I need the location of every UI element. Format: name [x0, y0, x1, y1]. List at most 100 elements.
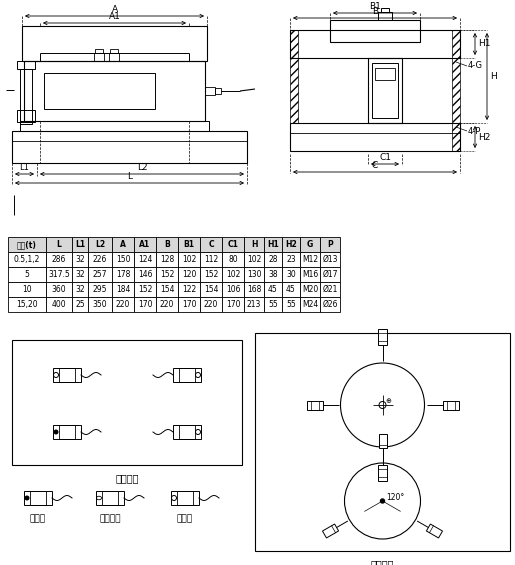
Text: 28: 28 [268, 255, 278, 264]
Text: L2: L2 [136, 163, 147, 172]
Bar [300, 237, 320, 252]
Bar [72, 297, 88, 312]
Bar [112, 282, 134, 297]
Text: L: L [57, 240, 61, 249]
Bar [24, 61, 205, 121]
Bar [290, 58, 298, 123]
Text: 102: 102 [182, 255, 196, 264]
Text: 5: 5 [25, 270, 29, 279]
Text: H: H [251, 240, 258, 249]
Polygon shape [378, 465, 387, 481]
Text: 154: 154 [204, 285, 218, 294]
Bar [222, 267, 244, 282]
Text: ⊕: ⊕ [386, 398, 391, 404]
Bar [222, 282, 244, 297]
Text: A1: A1 [109, 12, 121, 21]
Bar [112, 252, 134, 267]
Bar [452, 123, 460, 151]
Bar [378, 12, 392, 20]
Text: 0.5,1,2: 0.5,1,2 [14, 255, 40, 264]
Bar [320, 252, 340, 267]
Bar [88, 282, 112, 297]
Text: 122: 122 [182, 285, 196, 294]
Bar [134, 252, 156, 267]
Text: H2: H2 [285, 240, 297, 249]
Text: 213: 213 [247, 300, 261, 309]
Text: 170: 170 [226, 300, 241, 309]
Bar [282, 297, 300, 312]
Text: C: C [208, 240, 214, 249]
Bar [8, 297, 46, 312]
Bar [178, 282, 200, 297]
Bar [222, 252, 244, 267]
Bar [282, 252, 300, 267]
Text: H1: H1 [478, 40, 490, 49]
Bar [17, 61, 35, 69]
Polygon shape [442, 401, 458, 410]
Text: 112: 112 [204, 255, 218, 264]
Bar [88, 297, 112, 312]
Bar [179, 368, 195, 382]
Bar [53, 368, 81, 382]
Polygon shape [322, 524, 338, 538]
Bar [109, 53, 119, 61]
Text: 4-P: 4-P [468, 127, 482, 136]
Text: 220: 220 [116, 300, 130, 309]
Text: 106: 106 [226, 285, 241, 294]
Bar [8, 282, 46, 297]
Text: M24: M24 [302, 300, 318, 309]
Bar [200, 237, 222, 252]
Bar [282, 282, 300, 297]
Bar [59, 368, 75, 382]
Bar [8, 267, 46, 282]
Bar [244, 297, 264, 312]
Bar [290, 30, 298, 58]
Text: 45: 45 [268, 285, 278, 294]
Bar [300, 252, 320, 267]
Text: M20: M20 [302, 285, 318, 294]
Text: L1: L1 [75, 240, 85, 249]
Text: 38: 38 [268, 270, 278, 279]
Text: 32: 32 [75, 270, 85, 279]
Bar [72, 252, 88, 267]
Bar [200, 252, 222, 267]
Bar [156, 237, 178, 252]
Bar [20, 69, 32, 124]
Text: C: C [372, 161, 378, 170]
Bar [72, 267, 88, 282]
Bar [205, 87, 215, 95]
Bar [112, 267, 134, 282]
Text: 146: 146 [138, 270, 152, 279]
Bar [12, 131, 247, 163]
Bar [102, 491, 118, 505]
Bar [134, 267, 156, 282]
Bar [72, 237, 88, 252]
Bar [59, 425, 75, 439]
Bar [300, 282, 320, 297]
Text: 150: 150 [116, 255, 130, 264]
Bar [173, 425, 201, 439]
Text: 32: 32 [75, 255, 85, 264]
Text: 286: 286 [52, 255, 66, 264]
Text: 170: 170 [182, 300, 196, 309]
Text: 400: 400 [52, 300, 66, 309]
Bar [264, 282, 282, 297]
Bar [8, 237, 46, 252]
Text: M16: M16 [302, 270, 318, 279]
Bar [375, 68, 395, 80]
Bar [46, 297, 72, 312]
Text: 257: 257 [93, 270, 107, 279]
Bar [156, 297, 178, 312]
Bar [222, 297, 244, 312]
Text: H1: H1 [267, 240, 279, 249]
Text: Ø21: Ø21 [322, 285, 338, 294]
Text: 30: 30 [286, 270, 296, 279]
Text: 23: 23 [286, 255, 296, 264]
Text: M12: M12 [302, 255, 318, 264]
Polygon shape [379, 434, 386, 448]
Bar [200, 282, 222, 297]
Bar [290, 30, 460, 58]
Text: 25: 25 [75, 300, 85, 309]
Bar [72, 282, 88, 297]
Bar [290, 123, 460, 151]
